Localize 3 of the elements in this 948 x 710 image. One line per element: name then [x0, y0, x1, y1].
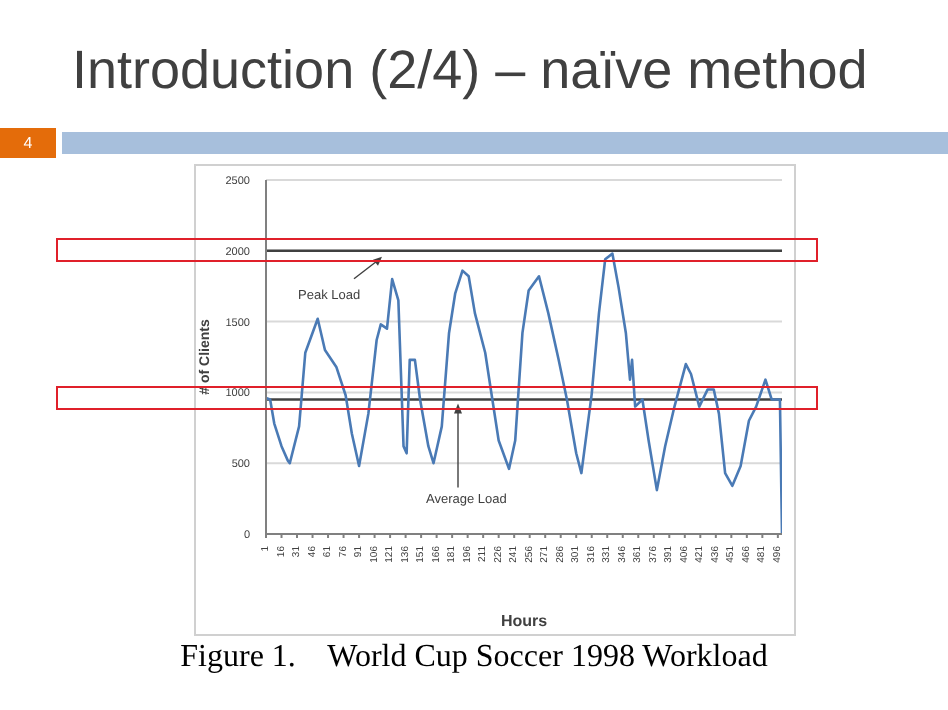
caption: Figure 1. World Cup Soccer 1998 Workload — [178, 640, 770, 676]
chart-title: Introduction (2/4) – naïve method — [72, 40, 868, 102]
x-axis-title: Hours — [500, 612, 549, 630]
